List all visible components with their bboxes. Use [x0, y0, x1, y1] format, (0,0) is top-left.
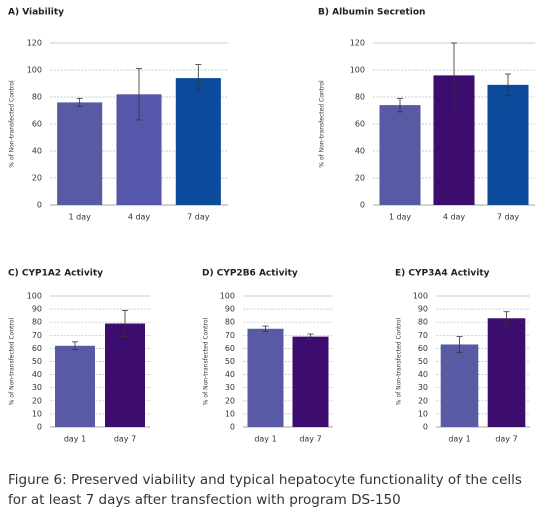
y-tick-label: 60 — [32, 120, 42, 129]
bar — [292, 336, 329, 427]
y-tick-label: 50 — [32, 357, 42, 366]
y-tick-label: 50 — [225, 357, 235, 366]
x-tick-label: 4 day — [128, 213, 151, 222]
x-tick-label: day 7 — [495, 435, 517, 444]
bar — [57, 102, 103, 205]
y-tick-label: 70 — [225, 331, 235, 340]
y-tick-label: 100 — [350, 66, 365, 75]
y-tick-label: 100 — [220, 292, 235, 301]
x-tick-label: 7 day — [187, 213, 210, 222]
x-tick-label: 1 day — [68, 213, 91, 222]
bar — [55, 345, 95, 427]
y-tick-label: 40 — [418, 370, 428, 379]
y-tick-label: 60 — [225, 344, 235, 353]
y-tick-label: 120 — [27, 39, 42, 48]
y-tick-label: 30 — [418, 383, 428, 392]
y-tick-label: 10 — [418, 409, 428, 418]
chart-title: B) Albumin Secretion — [318, 8, 425, 18]
y-tick-label: 70 — [418, 331, 428, 340]
chart-title: E) CYP3A4 Activity — [395, 269, 490, 279]
y-tick-label: 60 — [355, 120, 365, 129]
x-tick-label: day 1 — [64, 435, 86, 444]
x-tick-label: 7 day — [497, 213, 520, 222]
bar — [247, 328, 284, 427]
y-tick-label: 20 — [355, 174, 365, 183]
y-tick-label: 10 — [32, 409, 42, 418]
y-tick-label: 100 — [27, 66, 42, 75]
chart-title: C) CYP1A2 Activity — [8, 269, 103, 279]
chart-title: D) CYP2B6 Activity — [202, 269, 298, 279]
x-tick-label: day 7 — [299, 435, 321, 444]
y-axis-label: % of Non-transfected Control — [9, 80, 16, 168]
y-tick-label: 30 — [225, 383, 235, 392]
bar — [379, 105, 421, 205]
bar — [487, 318, 526, 427]
y-tick-label: 90 — [32, 305, 42, 314]
y-tick-label: 60 — [32, 344, 42, 353]
y-tick-label: 80 — [355, 93, 365, 102]
chart-title: A) Viability — [8, 8, 64, 18]
y-tick-label: 0 — [37, 423, 42, 432]
bar — [105, 323, 145, 427]
caption: for at least 7 days after transfection w… — [8, 492, 401, 508]
y-tick-label: 90 — [418, 305, 428, 314]
y-tick-label: 80 — [225, 318, 235, 327]
y-tick-label: 80 — [32, 318, 42, 327]
y-axis-label: % of Non-transfected Control — [396, 317, 403, 405]
y-axis-label: % of Non-transfected Control — [9, 317, 16, 405]
y-tick-label: 80 — [418, 318, 428, 327]
x-tick-label: 1 day — [389, 213, 412, 222]
y-tick-label: 20 — [32, 396, 42, 405]
x-tick-label: day 1 — [448, 435, 470, 444]
y-tick-label: 20 — [225, 396, 235, 405]
y-tick-label: 100 — [27, 292, 42, 301]
y-axis-label: % of Non-transfected Control — [203, 317, 210, 405]
y-tick-label: 10 — [225, 409, 235, 418]
y-tick-label: 40 — [225, 370, 235, 379]
bar — [440, 344, 479, 427]
y-tick-label: 30 — [32, 383, 42, 392]
y-tick-label: 60 — [418, 344, 428, 353]
y-tick-label: 0 — [230, 423, 235, 432]
y-tick-label: 0 — [360, 201, 365, 210]
bar — [175, 78, 221, 205]
y-tick-label: 50 — [418, 357, 428, 366]
x-tick-label: day 7 — [114, 435, 136, 444]
y-tick-label: 0 — [37, 201, 42, 210]
y-tick-label: 40 — [32, 370, 42, 379]
x-tick-label: 4 day — [443, 213, 466, 222]
y-tick-label: 20 — [418, 396, 428, 405]
y-tick-label: 40 — [355, 147, 365, 156]
y-tick-label: 20 — [32, 174, 42, 183]
y-tick-label: 40 — [32, 147, 42, 156]
y-tick-label: 80 — [32, 93, 42, 102]
y-tick-label: 90 — [225, 305, 235, 314]
y-tick-label: 70 — [32, 331, 42, 340]
y-axis-label: % of Non-transfected Control — [319, 80, 326, 168]
y-tick-label: 100 — [413, 292, 428, 301]
y-tick-label: 120 — [350, 39, 365, 48]
bar — [487, 84, 529, 205]
y-tick-label: 0 — [423, 423, 428, 432]
caption: Figure 6: Preserved viability and typica… — [8, 472, 522, 488]
x-tick-label: day 1 — [254, 435, 276, 444]
